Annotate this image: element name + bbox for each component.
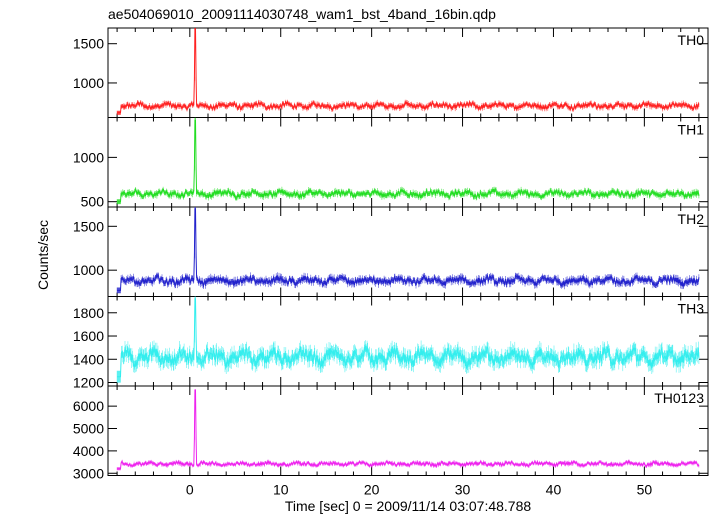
light-curve-line <box>117 390 700 470</box>
y-tick-label: 1000 <box>73 149 104 165</box>
panel-th1: 500 1000 TH1 <box>73 117 709 210</box>
panel-label: TH2 <box>678 211 705 227</box>
panel-label: TH0 <box>678 32 705 48</box>
x-tick-label: 50 <box>637 482 653 498</box>
y-tick-label: 4000 <box>73 443 104 459</box>
panel-frame <box>107 296 709 387</box>
panel-label: TH1 <box>678 122 705 138</box>
y-tick-label: 1000 <box>73 262 104 278</box>
x-axis-label: Time [sec] 0 = 2009/11/14 03:07:48.788 <box>285 498 532 514</box>
y-tick-label: 1400 <box>73 351 104 367</box>
panel-label: TH3 <box>678 301 705 317</box>
light-curve-line <box>117 119 700 203</box>
series-th0 <box>116 28 700 115</box>
y-tick-label: 1200 <box>73 375 104 391</box>
light-curve-line <box>117 208 700 291</box>
panel-th3: 1200 1400 1600 1800 TH3 <box>73 296 709 391</box>
x-tick-label: 20 <box>364 482 380 498</box>
series-th3 <box>116 296 700 383</box>
light-curve-line <box>117 28 700 114</box>
panel-label: TH0123 <box>654 390 704 406</box>
y-tick-label: 500 <box>81 194 105 210</box>
panel-th0: 1000 1500 TH0 <box>73 27 709 118</box>
x-tick-label: 0 <box>186 482 194 498</box>
x-tick-label: 40 <box>546 482 562 498</box>
error-bars <box>116 389 700 471</box>
x-tick-label: 30 <box>455 482 471 498</box>
error-bars <box>116 28 700 115</box>
y-tick-label: 1500 <box>73 36 104 52</box>
series-th1 <box>116 117 700 205</box>
y-tick-label: 5000 <box>73 421 104 437</box>
y-tick-label: 1600 <box>73 328 104 344</box>
chart-title: ae504069010_20091114030748_wam1_bst_4ban… <box>108 6 496 22</box>
y-tick-label: 1000 <box>73 75 104 91</box>
light-curve-line <box>117 298 700 378</box>
panel-th2: 1000 1500 TH2 <box>73 206 709 297</box>
y-tick-label: 3000 <box>73 465 104 481</box>
panel-frame <box>107 385 709 476</box>
series-th0123 <box>116 389 700 471</box>
error-bars <box>116 207 700 294</box>
y-axis-label: Counts/sec <box>35 220 51 290</box>
x-tick-label: 10 <box>273 482 289 498</box>
series-th2 <box>116 207 700 294</box>
panel-th0123: 3000 4000 5000 6000 TH0123 <box>73 385 709 481</box>
error-bars <box>116 296 700 383</box>
y-tick-label: 1500 <box>73 218 104 234</box>
y-tick-label: 6000 <box>73 398 104 414</box>
y-tick-label: 1800 <box>73 305 104 321</box>
